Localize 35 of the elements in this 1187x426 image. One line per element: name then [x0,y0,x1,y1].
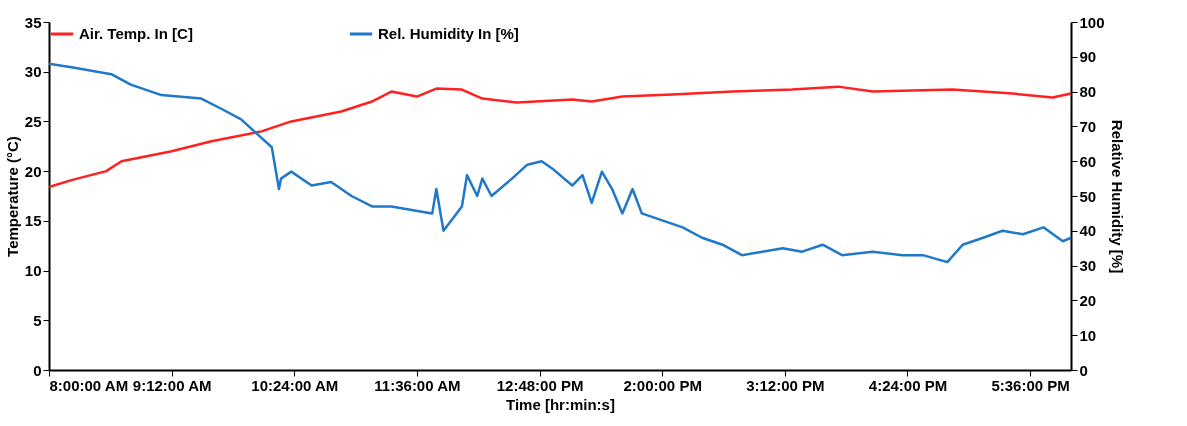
y-axis-title: Temperature (°C) [3,136,21,257]
line-series [47,85,1073,189]
x-tick-label: 8:00:00 AM [49,376,129,394]
x-tick-label: 4:24:00 PM [868,376,948,394]
y2-tick-label: 100 [1079,13,1105,31]
y-tick-label: 20 [24,162,42,180]
y-tick-label: 5 [33,311,42,329]
x-tick-label: 10:24:00 AM [251,376,339,394]
y2-axis-title: Relative Humidity [%] [1108,119,1126,274]
y2-tick-label: 30 [1079,257,1097,275]
y2-tick-label: 50 [1079,187,1097,205]
y2-tick-label: 10 [1079,326,1097,344]
y-tick-label: 0 [33,361,42,379]
y-tick-label: 35 [24,13,42,31]
x-tick-label: 12:48:00 PM [496,376,584,394]
x-tick-label: 11:36:00 AM [374,376,461,394]
y-tick-label: 30 [24,63,42,81]
y2-tick-label: 0 [1079,361,1088,379]
y2-tick-label: 80 [1079,83,1097,101]
legend-label: Rel. Humidity In [%] [378,25,519,42]
y2-tick-label: 70 [1079,117,1097,135]
x-axis-title: Time [hr:min:s] [506,395,615,413]
y-tick-label: 15 [24,212,42,230]
y2-tick-label: 60 [1079,152,1097,170]
legend-label: Air. Temp. In [C] [79,25,193,42]
y-tick-label: 25 [24,112,42,130]
x-tick-label: 3:12:00 PM [746,376,825,394]
x-tick-label: 9:12:00 AM [132,376,212,394]
line-series [47,62,1073,264]
y2-tick-label: 20 [1079,291,1097,309]
y-tick-label: 10 [24,262,42,280]
x-tick-label: 2:00:00 PM [623,376,702,394]
y2-tick-label: 90 [1079,48,1097,66]
y2-tick-label: 40 [1079,222,1097,240]
x-tick-label: 5:36:00 PM [991,376,1070,394]
